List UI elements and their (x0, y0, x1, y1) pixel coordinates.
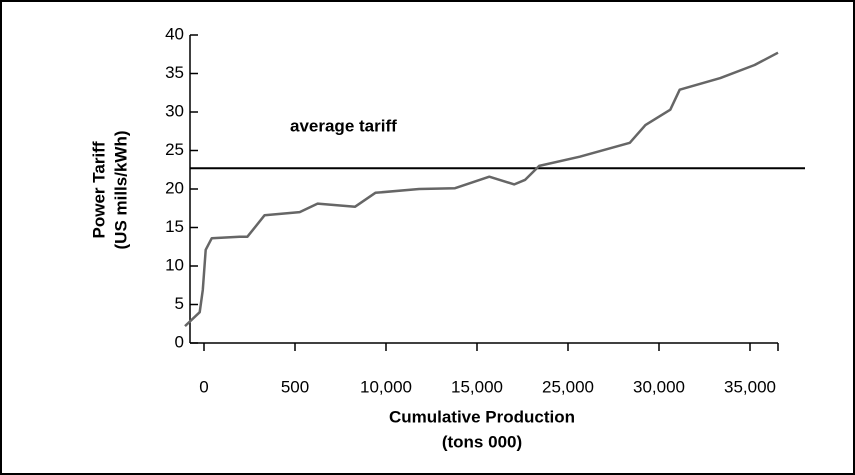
y-axis-label: (US mills/kWh) (111, 130, 130, 249)
y-tick-label: 5 (175, 294, 184, 313)
y-tick-label: 40 (165, 24, 184, 43)
x-axis-label: Cumulative Production (389, 407, 575, 426)
y-axis-label-group: Power Tariff (US mills/kWh) (89, 130, 130, 249)
y-axis-label: Power Tariff (89, 141, 108, 238)
y-tick-label: 15 (165, 217, 184, 236)
x-tick-label: 35,000 (724, 377, 776, 396)
x-tick-label: 25,000 (542, 377, 594, 396)
x-tick-label: 30,000 (633, 377, 685, 396)
y-tick-label: 35 (165, 63, 184, 82)
y-tick-label: 10 (165, 255, 184, 274)
y-tick-label: 20 (165, 178, 184, 197)
data-line (184, 51, 779, 328)
x-tick-label: 10,000 (360, 377, 412, 396)
y-tick-label: 0 (175, 332, 184, 351)
annotation: average tariff (290, 116, 397, 135)
y-tick-label: 30 (165, 101, 184, 120)
x-tick-label: 0 (199, 377, 208, 396)
x-axis-label: (tons 000) (442, 432, 522, 451)
y-tick-label: 25 (165, 140, 184, 159)
x-tick-label: 500 (281, 377, 309, 396)
x-tick-label: 15,000 (451, 377, 503, 396)
